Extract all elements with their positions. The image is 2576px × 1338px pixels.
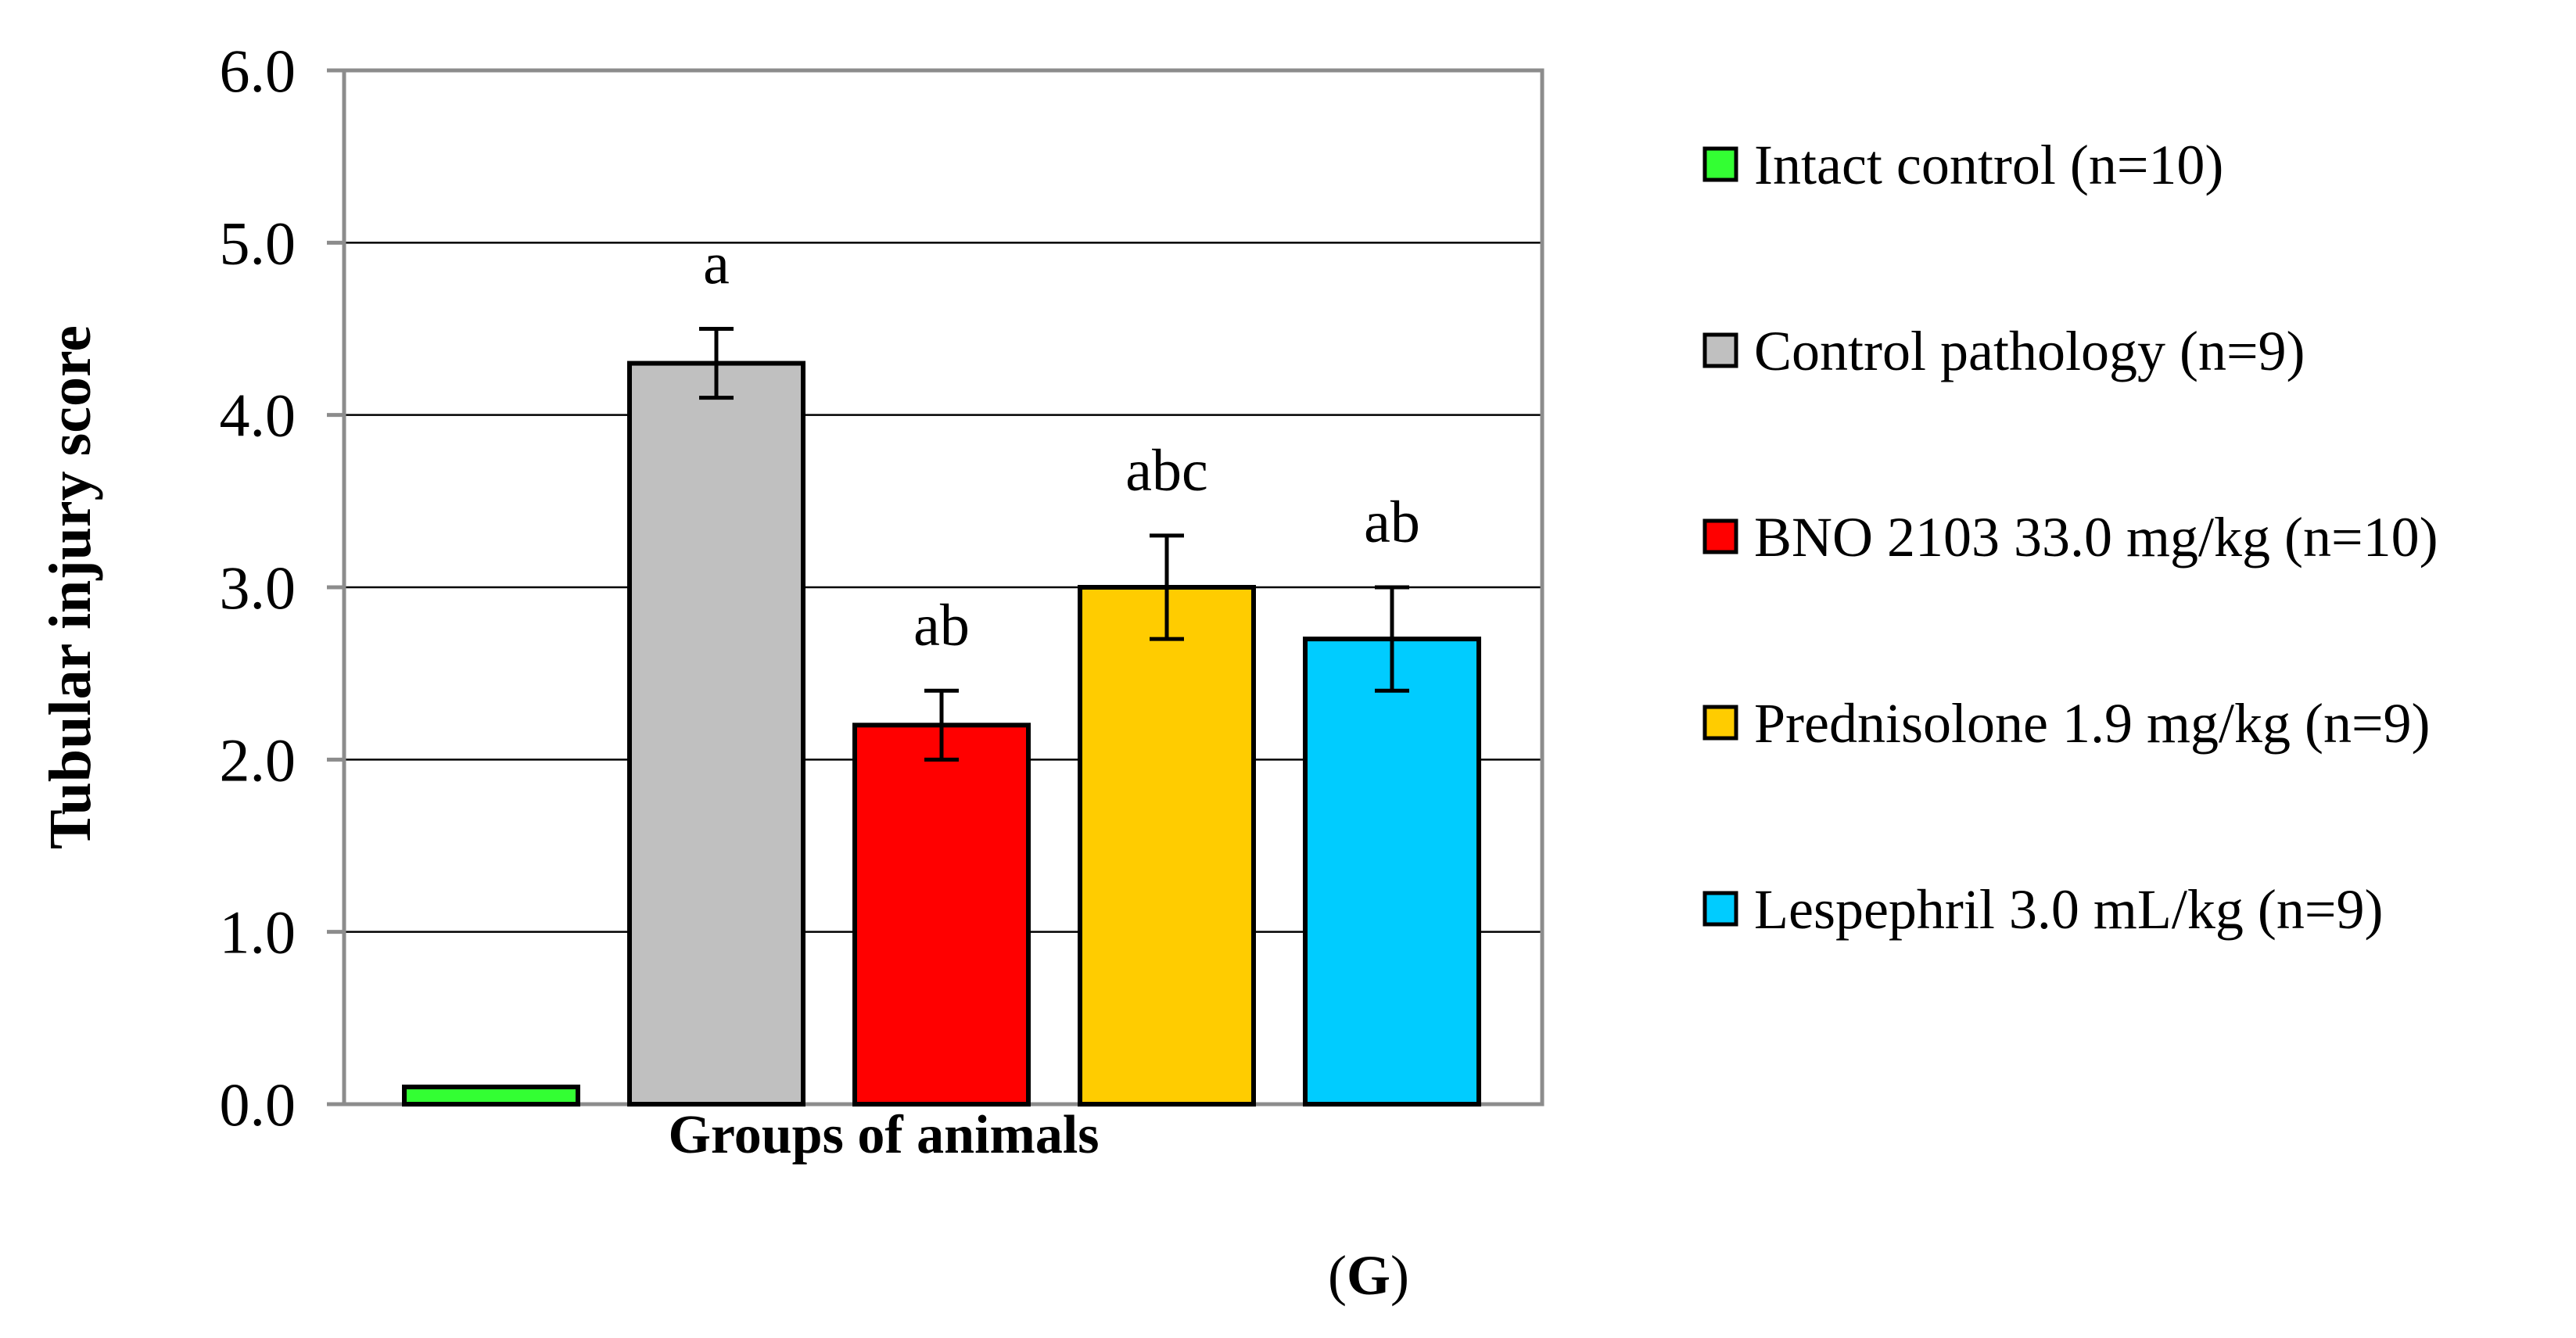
bar-3 <box>852 723 1031 1107</box>
legend-item-3: BNO 2103 33.0 mg/kg (n=10) <box>1702 506 2438 569</box>
legend-label: Intact control (n=10) <box>1754 134 2223 196</box>
y-tick-label: 6.0 <box>220 37 296 105</box>
y-axis: 0.0 1.0 2.0 3.0 4.0 5.0 6.0 <box>220 37 344 1139</box>
x-axis-label: Groups of animals <box>668 1105 1099 1165</box>
panel-label: (G) <box>1328 1244 1409 1307</box>
y-tick-label: 5.0 <box>220 209 296 277</box>
y-axis-label: Tubular injury score <box>38 325 103 849</box>
legend-swatch <box>1702 146 1738 182</box>
y-tick-label: 3.0 <box>220 554 296 622</box>
legend-label: Prednisolone 1.9 mg/kg (n=9) <box>1754 692 2431 755</box>
legend-swatch <box>1702 891 1738 927</box>
legend-item-1: Intact control (n=10) <box>1702 134 2223 196</box>
annotation-5: ab <box>1364 490 1420 555</box>
legend-item-5: Lespephril 3.0 mL/kg (n=9) <box>1702 878 2383 941</box>
error-bars <box>699 327 1409 762</box>
legend-swatch <box>1702 705 1738 741</box>
legend-label: Control pathology (n=9) <box>1754 320 2305 382</box>
bars <box>402 361 1481 1107</box>
y-tick-label: 0.0 <box>220 1071 296 1139</box>
legend-swatch <box>1702 332 1738 368</box>
legend: Intact control (n=10) Control pathology (… <box>1702 134 2438 941</box>
bar-4 <box>1078 585 1256 1107</box>
legend-item-2: Control pathology (n=9) <box>1702 320 2305 382</box>
bar-5 <box>1303 637 1481 1107</box>
bar-2 <box>627 361 805 1107</box>
legend-label: Lespephril 3.0 mL/kg (n=9) <box>1754 878 2383 941</box>
legend-item-4: Prednisolone 1.9 mg/kg (n=9) <box>1702 692 2431 755</box>
legend-label: BNO 2103 33.0 mg/kg (n=10) <box>1754 506 2438 569</box>
y-tick-label: 1.0 <box>220 899 296 967</box>
y-tick-label: 2.0 <box>220 726 296 794</box>
annotation-2: a <box>703 231 730 297</box>
legend-swatch <box>1702 518 1738 554</box>
annotations: a ab abc ab <box>703 231 1420 659</box>
y-tick-label: 4.0 <box>220 382 296 450</box>
bar-1 <box>402 1084 580 1107</box>
annotation-3: ab <box>913 593 970 658</box>
annotation-4: abc <box>1125 438 1207 504</box>
